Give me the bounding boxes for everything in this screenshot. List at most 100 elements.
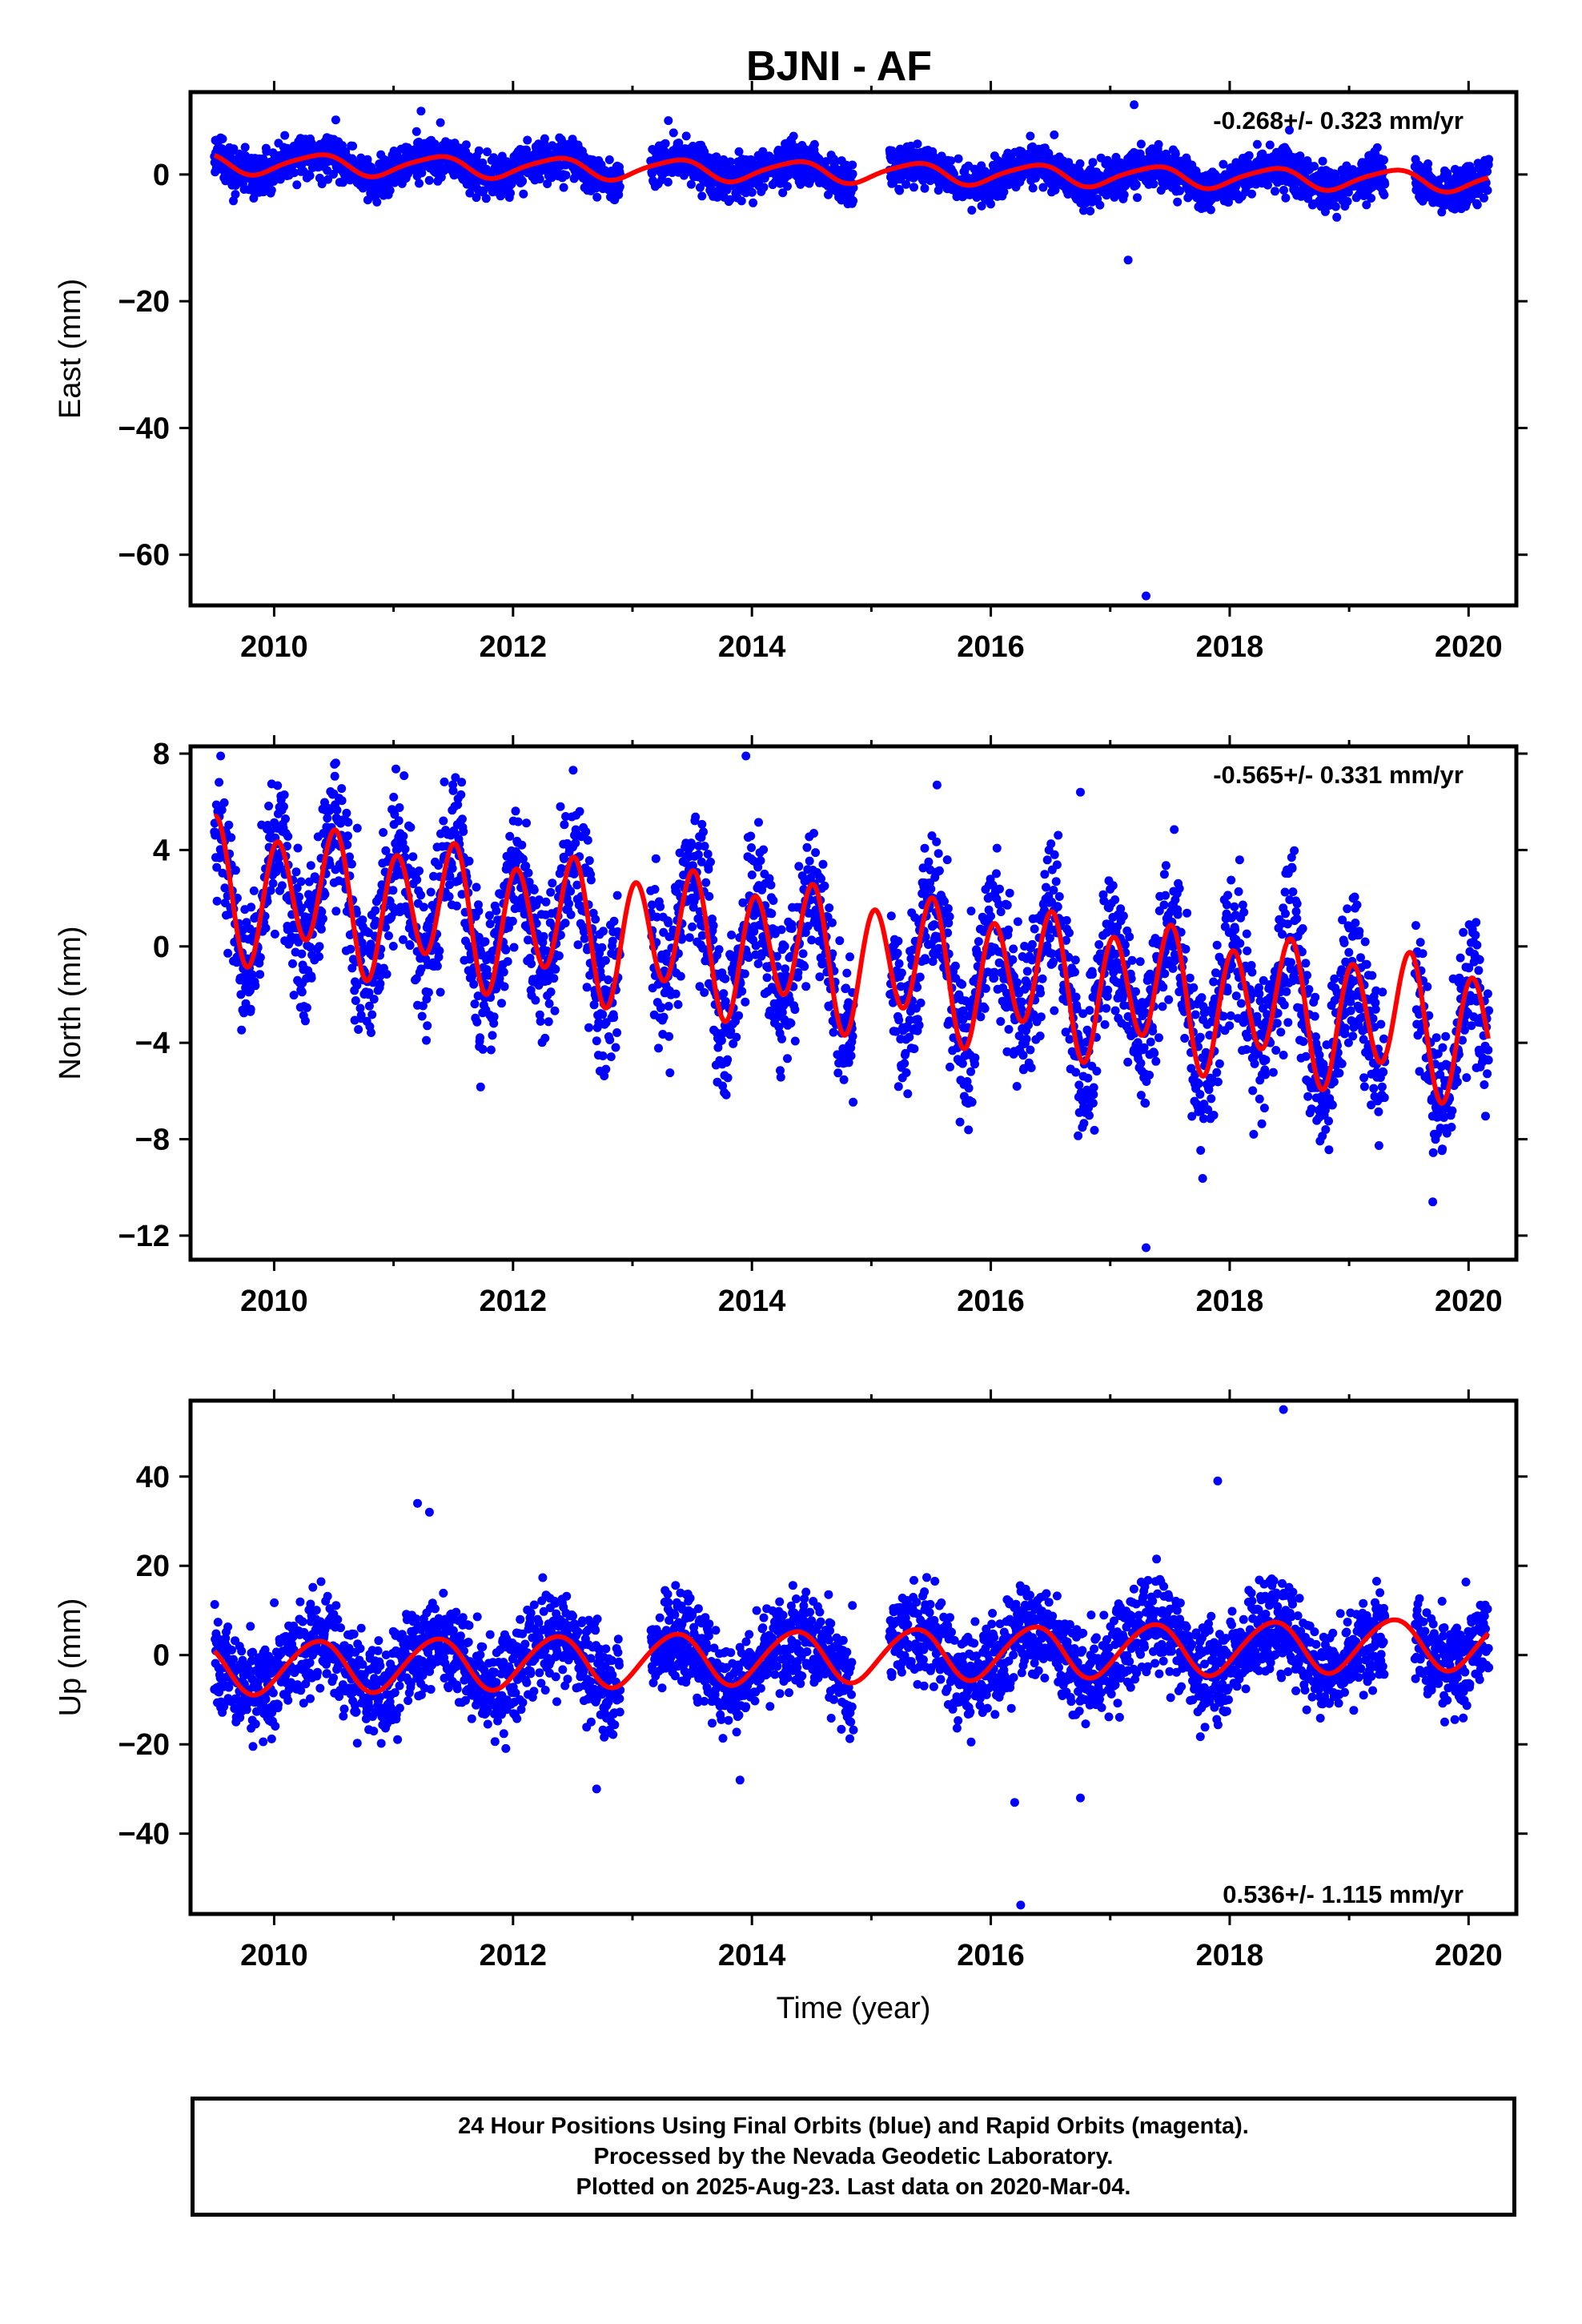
north-data-point xyxy=(893,948,902,958)
north-data-point xyxy=(592,1036,601,1046)
north-data-point xyxy=(747,843,756,852)
north-data-point xyxy=(909,1044,919,1054)
north-data-point xyxy=(315,952,323,961)
east-data-point xyxy=(1295,151,1305,161)
north-data-point xyxy=(717,1035,726,1045)
east-data-point xyxy=(331,115,340,125)
north-data-point xyxy=(212,896,222,906)
north-data-point xyxy=(790,1005,800,1015)
north-data-point xyxy=(665,1031,674,1041)
north-data-point xyxy=(508,916,517,926)
north-data-point xyxy=(560,820,569,830)
north-data-point xyxy=(474,907,484,916)
east-data-point xyxy=(506,188,515,198)
north-data-point xyxy=(612,891,622,900)
east-data-point xyxy=(1173,197,1182,207)
north-data-point xyxy=(237,1025,247,1035)
north-data-point xyxy=(503,957,512,967)
north-data-point xyxy=(566,910,576,919)
east-data-point xyxy=(615,182,624,191)
north-data-point xyxy=(886,911,896,921)
north-data-point xyxy=(456,790,466,799)
east-data-point xyxy=(478,158,488,167)
east-data-point xyxy=(913,139,922,149)
north-data-point xyxy=(786,1019,796,1028)
north-data-point xyxy=(408,852,418,862)
east-data-point xyxy=(725,157,735,167)
east-outlier-point xyxy=(1130,100,1139,110)
chart-title: BJNI - AF xyxy=(746,43,932,90)
east-data-point xyxy=(1244,151,1254,160)
north-data-point xyxy=(307,973,316,983)
north-data-point xyxy=(513,817,523,826)
north-data-point xyxy=(800,962,809,971)
east-outlier-point xyxy=(416,107,426,116)
east-data-point xyxy=(543,179,552,188)
east-data-point xyxy=(1367,194,1376,203)
east-data-point xyxy=(1331,202,1340,211)
north-data-point xyxy=(395,803,404,812)
north-data-point xyxy=(599,927,608,936)
north-data-point xyxy=(426,887,436,897)
north-data-point xyxy=(688,922,697,931)
north-data-point xyxy=(766,880,776,890)
east-data-point xyxy=(1026,131,1035,141)
east-x-tick-label: 2012 xyxy=(480,630,548,664)
north-data-point xyxy=(406,822,416,832)
north-data-point xyxy=(247,903,256,912)
north-data-point xyxy=(934,866,944,875)
east-data-point xyxy=(1480,193,1488,203)
north-data-point xyxy=(734,1011,744,1020)
east-data-point xyxy=(909,183,918,192)
north-data-point xyxy=(721,974,730,983)
north-data-point xyxy=(435,946,444,955)
north-data-point xyxy=(423,1021,432,1031)
east-data-point xyxy=(1075,159,1085,168)
east-data-point xyxy=(1483,186,1492,195)
north-data-point xyxy=(676,971,685,981)
north-data-point xyxy=(609,916,619,926)
north-data-point xyxy=(268,879,278,888)
east-data-point xyxy=(695,183,705,192)
east-outlier-point xyxy=(1142,591,1150,601)
north-data-point xyxy=(517,840,527,850)
east-data-point xyxy=(679,171,689,180)
north-data-point xyxy=(273,781,283,790)
north-data-point xyxy=(219,798,229,807)
north-data-point xyxy=(539,931,548,941)
east-rate-annotation: -0.268+/- 0.323 mm/yr xyxy=(1213,107,1464,135)
north-data-point xyxy=(488,1031,497,1040)
north-data-point xyxy=(723,1055,733,1064)
north-data-point xyxy=(762,973,772,983)
north-data-point xyxy=(551,964,560,974)
north-data-point xyxy=(354,1025,363,1034)
east-data-point xyxy=(1095,200,1105,210)
north-data-point xyxy=(529,885,539,895)
north-data-point xyxy=(665,1068,675,1078)
north-data-point xyxy=(270,929,279,939)
north-data-point xyxy=(601,1064,611,1074)
east-data-point xyxy=(895,186,905,195)
north-data-point xyxy=(337,784,347,794)
north-data-point xyxy=(580,934,589,943)
north-data-point xyxy=(811,848,821,858)
north-data-point xyxy=(703,850,713,858)
north-data-point xyxy=(807,935,817,945)
north-data-point xyxy=(600,955,610,965)
north-data-point xyxy=(825,903,834,913)
north-data-point xyxy=(554,951,564,960)
north-data-point xyxy=(709,921,718,931)
north-data-point xyxy=(346,944,355,954)
east-data-point xyxy=(954,154,963,163)
north-data-point xyxy=(417,1011,427,1021)
north-data-point xyxy=(464,856,474,866)
north-data-point xyxy=(291,867,301,877)
north-data-point xyxy=(436,987,445,997)
north-data-point xyxy=(318,914,327,923)
east-data-point xyxy=(747,187,757,197)
east-y-tick-label: 0 xyxy=(153,159,170,192)
north-data-point xyxy=(656,1003,666,1012)
east-outlier-point xyxy=(1123,255,1133,265)
